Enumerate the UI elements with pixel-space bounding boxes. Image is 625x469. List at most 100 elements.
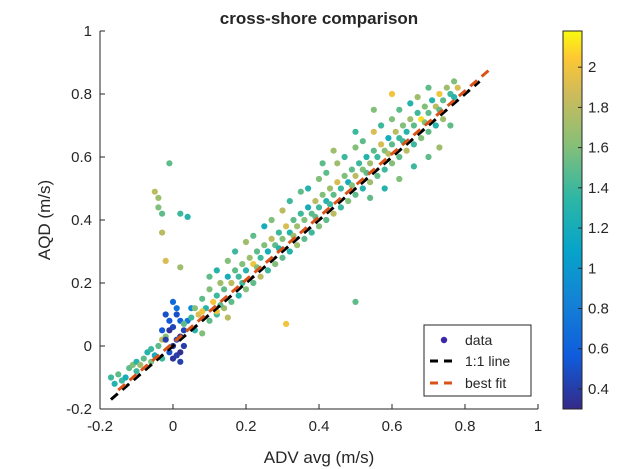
data-point — [330, 147, 337, 154]
data-point — [359, 185, 366, 192]
data-point — [378, 122, 385, 129]
data-point — [348, 182, 355, 189]
data-point — [396, 175, 403, 183]
data-point — [407, 116, 414, 123]
data-point — [403, 128, 410, 135]
y-tick-label: 0.6 — [71, 149, 92, 166]
legend: data 1:1 line best fit — [423, 324, 532, 397]
data-point — [137, 361, 144, 368]
data-point — [272, 261, 279, 268]
data-point — [323, 216, 330, 224]
data-point — [224, 314, 231, 321]
data-point — [177, 349, 184, 356]
data-point — [264, 248, 271, 255]
data-point — [381, 185, 388, 192]
legend-label-data: data — [465, 332, 492, 348]
data-point — [180, 320, 187, 327]
data-point — [155, 204, 162, 211]
data-point — [261, 223, 268, 230]
data-point — [308, 229, 315, 236]
data-point — [323, 169, 330, 176]
data-point — [326, 185, 334, 192]
data-point — [173, 311, 180, 318]
data-point — [315, 175, 323, 183]
data-point — [253, 248, 261, 255]
data-point — [199, 330, 206, 337]
data-point — [410, 141, 417, 148]
data-point — [257, 273, 264, 280]
data-point — [199, 295, 206, 302]
data-point — [388, 141, 396, 148]
y-tick-label: 0.2 — [71, 275, 92, 292]
data-point — [151, 188, 158, 195]
data-point — [367, 179, 374, 186]
data-point — [173, 305, 180, 312]
data-point — [279, 254, 286, 261]
x-tick-label: 0.4 — [309, 418, 330, 435]
data-point — [188, 314, 195, 321]
data-point — [122, 374, 129, 381]
data-point — [410, 122, 417, 129]
data-point — [359, 138, 366, 145]
data-point — [352, 128, 359, 135]
data-point — [228, 298, 235, 305]
data-point — [180, 327, 187, 334]
data-point — [414, 109, 421, 116]
data-point — [221, 286, 228, 293]
y-axis-ticks: -0.2 0 0.2 0.4 0.6 0.8 1 — [66, 23, 105, 418]
data-point — [440, 97, 447, 104]
data-point — [352, 298, 359, 305]
data-point — [341, 153, 348, 161]
data-point — [341, 172, 348, 179]
data-point — [184, 213, 191, 220]
data-point — [425, 128, 432, 135]
data-point — [312, 198, 319, 205]
data-point — [242, 238, 250, 246]
data-point — [388, 116, 396, 123]
y-tick-label: 0.4 — [71, 212, 92, 229]
data-point — [228, 279, 235, 287]
data-point — [162, 257, 169, 264]
x-axis-ticks: -0.2 0 0.2 0.4 0.6 0.8 1 — [87, 404, 542, 435]
data-point — [367, 160, 374, 167]
data-point — [315, 204, 323, 211]
reference-lines — [109, 67, 492, 401]
data-point — [305, 204, 312, 211]
data-point — [283, 320, 290, 327]
legend-box — [423, 324, 532, 397]
data-point — [388, 90, 396, 98]
data-point — [356, 160, 363, 167]
data-point — [392, 128, 399, 135]
data-point — [378, 141, 385, 148]
chart-title: cross-shore comparison — [220, 9, 418, 28]
data-point — [224, 273, 231, 280]
data-point — [330, 210, 337, 217]
colorbar-tick-label: 1 — [588, 260, 596, 277]
data-point — [370, 106, 377, 113]
data-point — [348, 166, 355, 173]
data-point — [440, 116, 447, 123]
best-fit-line — [117, 67, 492, 392]
data-point — [337, 204, 344, 211]
data-point — [297, 210, 304, 217]
data-point — [436, 144, 443, 151]
data-point — [352, 144, 359, 151]
data-point — [232, 248, 239, 255]
data-point — [166, 349, 173, 356]
data-point — [213, 292, 220, 299]
colorbar-tick-label: 1.4 — [588, 180, 609, 197]
data-point — [155, 194, 162, 201]
data-point — [352, 191, 359, 198]
data-point — [250, 232, 257, 239]
data-point — [396, 106, 403, 113]
colorbar — [562, 30, 583, 410]
data-point — [140, 355, 147, 362]
data-point — [286, 248, 293, 255]
data-point — [162, 336, 169, 343]
data-point — [410, 163, 417, 170]
data-point — [301, 235, 308, 242]
data-point — [246, 254, 253, 261]
data-point — [370, 147, 377, 154]
data-point — [403, 147, 410, 154]
